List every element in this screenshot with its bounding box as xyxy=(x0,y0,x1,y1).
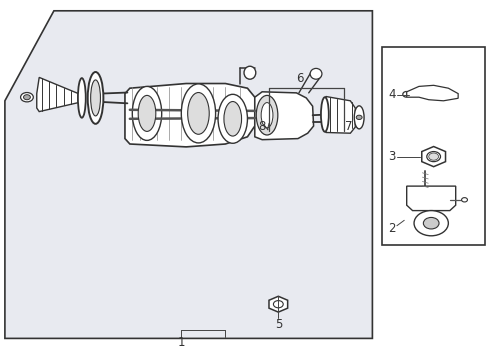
Ellipse shape xyxy=(181,84,216,143)
Polygon shape xyxy=(326,96,355,133)
Text: 2: 2 xyxy=(388,222,396,235)
Ellipse shape xyxy=(132,86,162,140)
Ellipse shape xyxy=(224,102,242,136)
Text: 8: 8 xyxy=(258,120,266,132)
Polygon shape xyxy=(255,92,314,140)
Ellipse shape xyxy=(310,68,322,79)
Text: 1: 1 xyxy=(177,336,185,349)
Text: 5: 5 xyxy=(274,318,282,330)
Ellipse shape xyxy=(88,72,103,124)
Ellipse shape xyxy=(354,106,364,129)
Circle shape xyxy=(24,95,30,100)
Ellipse shape xyxy=(91,80,100,116)
Text: 3: 3 xyxy=(388,150,396,163)
Polygon shape xyxy=(422,147,445,167)
Circle shape xyxy=(356,115,362,120)
Ellipse shape xyxy=(261,103,273,128)
Polygon shape xyxy=(37,77,81,112)
Circle shape xyxy=(414,211,448,236)
Ellipse shape xyxy=(244,66,256,79)
Circle shape xyxy=(273,301,283,308)
Polygon shape xyxy=(125,84,255,147)
Circle shape xyxy=(427,152,441,162)
Ellipse shape xyxy=(78,78,86,118)
Ellipse shape xyxy=(218,94,247,143)
Text: 7: 7 xyxy=(345,120,353,133)
Circle shape xyxy=(423,217,439,229)
Polygon shape xyxy=(269,296,288,312)
Ellipse shape xyxy=(188,93,209,134)
Circle shape xyxy=(462,198,467,202)
Text: 6: 6 xyxy=(296,72,304,85)
Ellipse shape xyxy=(138,95,156,131)
Polygon shape xyxy=(5,11,372,338)
Polygon shape xyxy=(407,85,458,101)
Ellipse shape xyxy=(256,95,278,135)
Polygon shape xyxy=(407,186,456,211)
Circle shape xyxy=(21,93,33,102)
Text: 4: 4 xyxy=(388,88,396,101)
Ellipse shape xyxy=(321,97,329,132)
Bar xyxy=(382,47,485,245)
Circle shape xyxy=(429,153,439,160)
